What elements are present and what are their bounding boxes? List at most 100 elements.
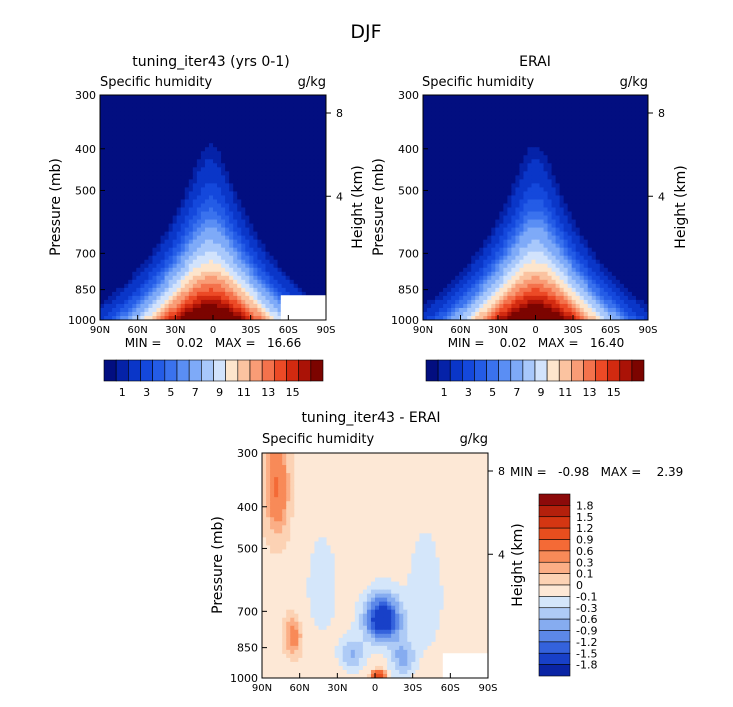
colorbar-swatch [153,360,165,381]
colorbar-label: 13 [261,386,275,399]
y-tick-label: 300 [237,447,258,460]
colorbar-swatch [539,631,570,642]
x-tick-label: 30N [488,325,508,336]
x-tick-label: 90S [316,325,335,336]
y-tick-label: 850 [75,284,96,297]
colorbar-swatch [511,360,523,381]
x-tick-label: 60S [601,325,620,336]
colorbar-swatch [274,360,286,381]
y-tick-label: 300 [75,89,96,102]
colorbar-swatch [596,360,608,381]
colorbar-label: 13 [583,386,597,399]
colorbar-label: 7 [513,386,520,399]
panel-reanalysis: ERAI Specific humidity g/kg 300400500700… [371,54,689,399]
x-tick-label: 0 [372,683,378,694]
page-title: DJF [350,21,381,43]
colorbar-swatch [438,360,450,381]
y-tick-label: 500 [237,542,258,555]
topography-mask [443,653,488,678]
colorbar-swatch [583,360,595,381]
colorbar-label: 1 [441,386,448,399]
colorbar-swatch [539,665,570,676]
colorbar-label: 5 [167,386,174,399]
x-tick-label: 30N [165,325,185,336]
colorbar-swatch [262,360,274,381]
colorbar-label: 7 [192,386,199,399]
x-tick-label: 30N [327,683,347,694]
x-tick-label: 0 [210,325,216,336]
colorbar-swatch [214,360,226,381]
colorbar-swatch [311,360,323,381]
colorbar-swatch [539,551,570,562]
colorbar-label: 11 [237,386,251,399]
colorbar-label: 9 [216,386,223,399]
y-tick-label: 500 [398,184,419,197]
panel-title: ERAI [519,54,551,70]
height-tick-label: 8 [336,107,343,120]
x-tick-label: 90N [90,325,110,336]
variable-label: Specific humidity [262,432,374,447]
x-tick-label: 60N [450,325,470,336]
x-tick-label: 90S [638,325,657,336]
y-tick-label: 300 [398,89,419,102]
colorbar-label: 9 [538,386,545,399]
y-tick-label: 400 [237,501,258,514]
x-tick-label: 90S [478,683,497,694]
right-axis-label: Height (km) [350,165,366,248]
colorbar-swatch [539,562,570,573]
y-tick-label: 500 [75,184,96,197]
y-tick-label: 850 [237,642,258,655]
units-label: g/kg [620,75,648,90]
colorbar-swatch [499,360,511,381]
y-tick-label: 850 [398,284,419,297]
stats-label: MIN = 0.02 MAX = 16.66 [125,336,302,350]
panel-model: tuning_iter43 (yrs 0-1) Specific humidit… [48,54,366,399]
height-tick-label: 4 [658,190,665,203]
x-tick-label: 90N [252,683,272,694]
colorbar-swatch [539,596,570,607]
y-axis-label: Pressure (mb) [48,158,64,256]
y-axis-label: Pressure (mb) [371,158,387,256]
height-tick-label: 4 [336,190,343,203]
colorbar-swatch [462,360,474,381]
x-tick-label: 60N [128,325,148,336]
colorbar-swatch [559,360,571,381]
colorbar-swatch [250,360,262,381]
colorbar-swatch [539,505,570,516]
right-axis-label: Height (km) [673,165,689,248]
colorbar-label: 1 [119,386,126,399]
y-tick-label: 400 [398,143,419,156]
contour-field [100,95,327,321]
topography-mask [281,295,326,320]
colorbar-swatch [539,585,570,596]
colorbar-swatch [620,360,632,381]
height-tick-label: 8 [498,465,505,478]
colorbar-swatch [535,360,547,381]
x-tick-label: 60N [290,683,310,694]
units-label: g/kg [298,75,326,90]
colorbar-swatch [226,360,238,381]
height-tick-label: 4 [498,548,505,561]
x-tick-label: 0 [532,325,538,336]
colorbar-swatch [487,360,499,381]
colorbar-swatch [189,360,201,381]
panel-title: tuning_iter43 (yrs 0-1) [132,54,289,70]
colorbar-swatch [104,360,116,381]
contour-field [423,95,649,321]
colorbar-swatch [165,360,177,381]
y-axis-label: Pressure (mb) [210,516,226,614]
colorbar-label: 3 [465,386,472,399]
colorbar: 1.81.51.20.90.60.30.10-0.1-0.3-0.6-0.9-1… [539,494,597,676]
colorbar-swatch [539,608,570,619]
x-tick-label: 90N [413,325,433,336]
colorbar-swatch [141,360,153,381]
colorbar-label: 3 [143,386,150,399]
colorbar-swatch [116,360,128,381]
colorbar-swatch [539,517,570,528]
contour-field [262,453,489,679]
colorbar-swatch [539,528,570,539]
y-tick-label: 400 [75,143,96,156]
